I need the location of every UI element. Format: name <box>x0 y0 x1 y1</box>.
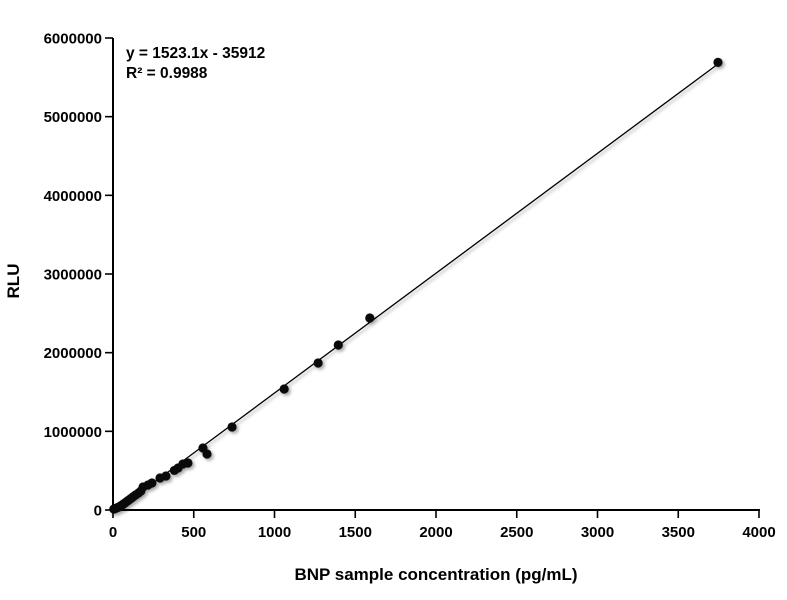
data-point <box>202 449 212 459</box>
y-tick-label: 0 <box>94 503 102 520</box>
data-point <box>279 384 289 394</box>
y-tick-label: 2000000 <box>44 345 102 362</box>
y-tick-label: 1000000 <box>44 424 102 441</box>
x-tick-label: 0 <box>109 524 117 541</box>
trendline <box>116 63 719 511</box>
x-tick-label: 1500 <box>339 524 372 541</box>
data-point <box>333 340 343 350</box>
axes-layer: 0 500 1000 1500 2000 2500 3000 3500 4000 0 1000000… <box>44 31 776 542</box>
y-tick-label: 3000000 <box>44 267 102 284</box>
data-point <box>147 478 157 488</box>
y-axis-title: RLU <box>4 264 23 299</box>
trendline-equation-label: y = 1523.1x - 35912 <box>126 45 265 62</box>
x-tick-label: 4000 <box>742 524 775 541</box>
r-squared-label: R² = 0.9988 <box>126 65 208 82</box>
data-point <box>313 358 323 368</box>
x-axis-title: BNP sample concentration (pg/mL) <box>294 565 577 584</box>
x-tick-label: 3500 <box>662 524 695 541</box>
data-point <box>713 57 723 67</box>
x-tick-label: 3000 <box>581 524 614 541</box>
y-tick-label: 6000000 <box>44 31 102 48</box>
data-point <box>365 313 375 323</box>
data-point <box>161 471 171 481</box>
y-tick-label: 4000000 <box>44 188 102 205</box>
text-layer: y = 1523.1x - 35912 R² = 0.9988 BNP samp… <box>4 45 578 584</box>
x-tick-label: 500 <box>181 524 206 541</box>
data-point <box>183 458 193 468</box>
x-tick-label: 2000 <box>419 524 452 541</box>
y-tick-label: 5000000 <box>44 109 102 126</box>
data-point <box>227 422 237 432</box>
x-tick-label: 2500 <box>500 524 533 541</box>
data-layer <box>109 57 723 514</box>
x-tick-label: 1000 <box>258 524 291 541</box>
